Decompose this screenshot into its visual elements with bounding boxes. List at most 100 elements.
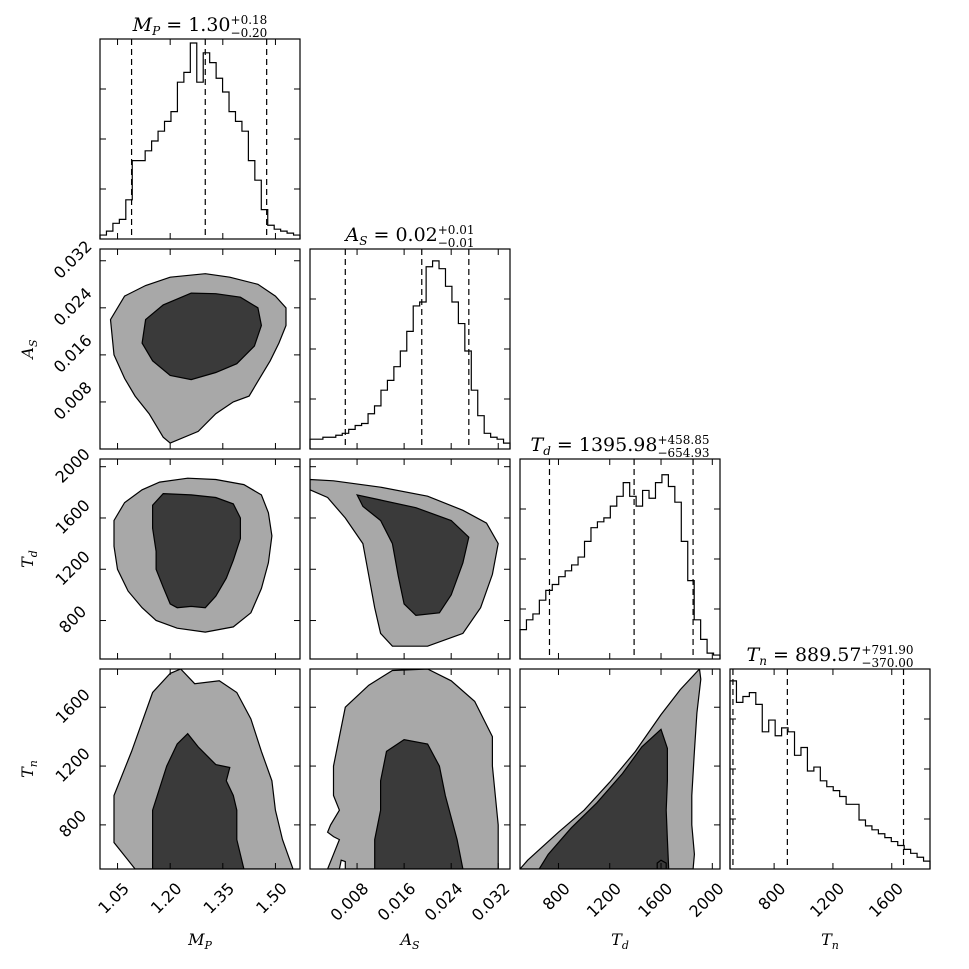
panel-background: [100, 39, 300, 239]
title-equals: =: [551, 434, 579, 456]
panel-frame: [99, 248, 301, 450]
title-equals: =: [367, 224, 395, 246]
contour-panel-Td-Tn: 800 1200 1600 2000: [519, 668, 728, 921]
axis-symbol: M: [187, 930, 205, 949]
title-minus: −0.20: [231, 26, 268, 40]
x-axis-label: Td: [611, 930, 629, 952]
contour-island: [656, 859, 667, 869]
x-tick-label: 1600: [634, 879, 676, 921]
y-tick-label: 0.016: [50, 331, 96, 377]
title-plus: +791.90: [861, 643, 913, 657]
title-plus: +458.85: [657, 433, 709, 447]
contour-panel-AS-Td: [309, 458, 511, 660]
x-tick-label: 1.50: [252, 879, 291, 918]
title-minus-text: −0.20: [231, 26, 268, 40]
x-tick-label: 0.008: [327, 879, 373, 925]
x-axis-label: AS: [398, 930, 420, 952]
x-tick-label: 1200: [583, 879, 625, 921]
title-minus: −370.00: [861, 656, 913, 670]
histogram-title: AS = 0.02+0.01: [343, 223, 474, 248]
contour-inner: [141, 292, 263, 381]
histogram-title: MP = 1.30+0.18: [132, 13, 268, 38]
title-symbol: T: [531, 434, 545, 456]
panel-frame: [729, 668, 931, 870]
title-minus-text: −370.00: [861, 656, 913, 670]
histogram-panel-Tn: 800 1200 1600 Tn = 889.57+791.90−370.00: [729, 643, 931, 921]
y-tick-label: 1600: [52, 685, 94, 727]
title-equals: =: [767, 644, 795, 666]
contour-panel-MP-Tn: 1.05 1.20 1.35 1.50 800 1200 1600: [52, 668, 301, 918]
contour-layer: [109, 273, 287, 444]
title-value: 1.30: [188, 14, 230, 36]
title-subscript: P: [151, 24, 161, 38]
x-tick-label: 0.032: [468, 879, 514, 925]
contour-inner: [374, 738, 464, 869]
panel-background: [520, 459, 720, 659]
axis-symbol: A: [18, 347, 37, 361]
title-subscript: S: [359, 234, 367, 248]
x-tick-label: 1.05: [94, 879, 133, 918]
x-tick-label: 0.024: [421, 879, 467, 925]
contour-layer: [326, 669, 499, 869]
panel-frame: [519, 668, 721, 870]
panel-frame: [309, 458, 511, 660]
title-symbol: M: [132, 14, 153, 36]
contour-layer: [310, 478, 499, 647]
histogram-steps: [99, 42, 301, 239]
panel-frame: [99, 38, 301, 240]
x-tick-label: 0.016: [374, 879, 420, 925]
x-tick-label: 1600: [865, 879, 907, 921]
title-subscript: n: [759, 654, 767, 668]
title-value: 1395.98: [579, 434, 658, 456]
title-symbol: A: [343, 224, 359, 246]
y-tick-label: 0.024: [50, 284, 96, 330]
panel-background: [730, 669, 930, 869]
axis-subscript: n: [27, 760, 40, 767]
axis-symbol: T: [18, 766, 37, 778]
x-tick-label: 1200: [806, 879, 848, 921]
histogram-panel-MP: MP = 1.30+0.18−0.20: [99, 13, 301, 240]
panel-frame: [99, 458, 301, 660]
axis-subscript: S: [412, 939, 420, 952]
y-tick-label: 800: [55, 602, 90, 637]
y-axis-label: Td: [18, 550, 40, 568]
title-plus: +0.01: [438, 223, 475, 237]
histogram-steps: [729, 680, 931, 869]
y-tick-label: 1200: [52, 547, 94, 589]
panel-background: [310, 249, 510, 449]
title-minus: −0.01: [438, 236, 475, 250]
axis-symbol: T: [821, 930, 833, 949]
axis-subscript: P: [203, 939, 212, 952]
histogram-steps: [309, 260, 511, 449]
y-tick-label: 1200: [52, 744, 94, 786]
y-axis-label: Tn: [18, 760, 40, 778]
contour-panel-MP-Td: 800 1200 1600 2000: [52, 444, 301, 660]
title-value: 0.02: [395, 224, 437, 246]
y-tick-label: 800: [55, 806, 90, 841]
axis-symbol: T: [18, 556, 37, 568]
y-tick-label: 0.008: [50, 378, 96, 424]
y-tick-label: 2000: [52, 444, 94, 486]
panel-frame: [309, 248, 511, 450]
title-minus: −654.93: [657, 446, 709, 460]
histogram-panel-AS: AS = 0.02+0.01−0.01: [309, 223, 511, 450]
title-value: 889.57: [795, 644, 861, 666]
x-tick-label: 1.35: [199, 879, 238, 918]
y-tick-label: 0.032: [50, 237, 96, 283]
contour-layer: [113, 477, 273, 633]
x-axis-label: Tn: [821, 930, 839, 952]
axis-symbol: T: [611, 930, 623, 949]
contour-panel-AS-Tn: 0.008 0.016 0.024 0.032: [309, 668, 514, 925]
histogram-title: Td = 1395.98+458.85: [531, 433, 710, 458]
panel-frame: [519, 458, 721, 660]
title-minus-text: −0.01: [438, 236, 475, 250]
axis-subscript: d: [622, 939, 629, 952]
x-tick-label: 800: [754, 879, 789, 914]
histogram-steps: [519, 474, 721, 659]
axis-subscript: n: [832, 939, 839, 952]
panel-frame: [309, 668, 511, 870]
contour-inner: [355, 494, 470, 617]
